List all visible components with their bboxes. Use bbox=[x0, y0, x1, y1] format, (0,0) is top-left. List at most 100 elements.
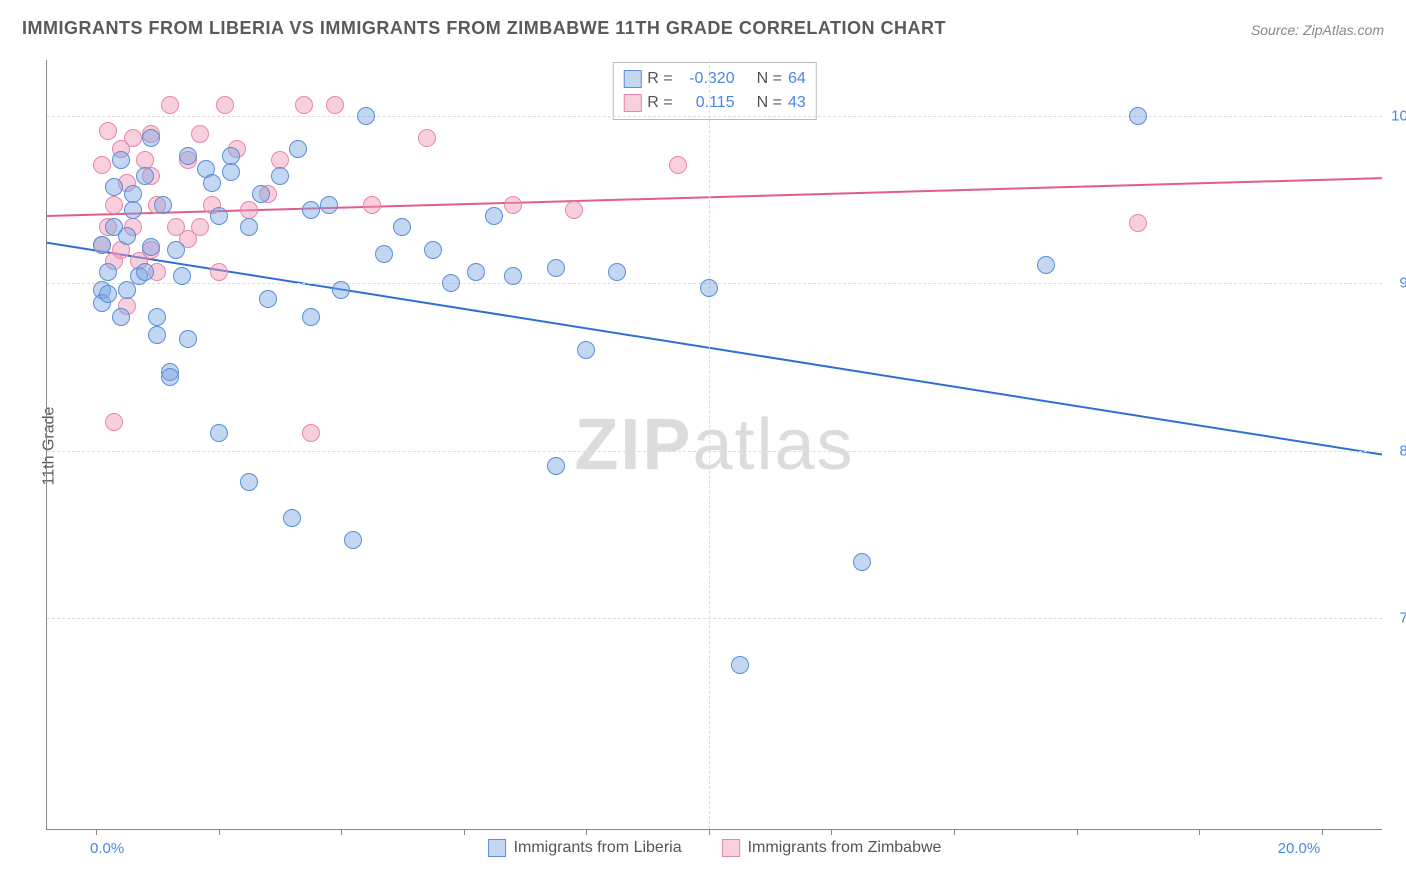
scatter-point bbox=[375, 245, 393, 263]
scatter-point bbox=[344, 531, 362, 549]
legend-swatch bbox=[623, 94, 641, 112]
scatter-point bbox=[504, 196, 522, 214]
legend-n-value: 64 bbox=[788, 67, 806, 91]
x-tick bbox=[1077, 829, 1078, 835]
x-tick bbox=[341, 829, 342, 835]
scatter-point bbox=[565, 201, 583, 219]
scatter-point bbox=[99, 285, 117, 303]
gridline-vertical bbox=[709, 60, 710, 829]
x-tick bbox=[96, 829, 97, 835]
scatter-point bbox=[393, 218, 411, 236]
scatter-point bbox=[179, 330, 197, 348]
source-attribution: Source: ZipAtlas.com bbox=[1251, 22, 1384, 38]
x-tick bbox=[219, 829, 220, 835]
plot-area: ZIPatlas R =-0.320N =64R =0.115N =43 Imm… bbox=[46, 60, 1382, 830]
x-tick bbox=[586, 829, 587, 835]
scatter-point bbox=[547, 457, 565, 475]
scatter-point bbox=[240, 218, 258, 236]
legend-item: Immigrants from Zimbabwe bbox=[722, 839, 942, 857]
correlation-legend: R = -0.320 N =64R =0.115N =43 bbox=[612, 62, 816, 120]
legend-item: Immigrants from Liberia bbox=[488, 839, 682, 857]
scatter-point bbox=[105, 196, 123, 214]
trend-line bbox=[47, 243, 1382, 455]
scatter-point bbox=[210, 424, 228, 442]
legend-row: R =-0.320N =64 bbox=[623, 67, 805, 91]
scatter-point bbox=[485, 207, 503, 225]
scatter-point bbox=[700, 279, 718, 297]
scatter-point bbox=[161, 96, 179, 114]
scatter-point bbox=[302, 201, 320, 219]
scatter-point bbox=[136, 263, 154, 281]
x-tick bbox=[464, 829, 465, 835]
gridline-horizontal bbox=[47, 618, 1382, 619]
legend-swatch bbox=[722, 839, 740, 857]
scatter-point bbox=[467, 263, 485, 281]
legend-n-label: N = bbox=[757, 91, 782, 115]
scatter-point bbox=[326, 96, 344, 114]
scatter-point bbox=[93, 156, 111, 174]
scatter-point bbox=[271, 167, 289, 185]
scatter-point bbox=[608, 263, 626, 281]
scatter-point bbox=[124, 185, 142, 203]
x-tick-label: 20.0% bbox=[1278, 840, 1321, 857]
legend-series-name: Immigrants from Zimbabwe bbox=[748, 839, 942, 857]
scatter-point bbox=[289, 140, 307, 158]
chart-title: IMMIGRANTS FROM LIBERIA VS IMMIGRANTS FR… bbox=[22, 18, 946, 39]
scatter-point bbox=[577, 341, 595, 359]
legend-series-name: Immigrants from Liberia bbox=[514, 839, 682, 857]
scatter-point bbox=[240, 201, 258, 219]
gridline-horizontal bbox=[47, 451, 1382, 452]
scatter-point bbox=[105, 178, 123, 196]
legend-row: R =0.115N =43 bbox=[623, 91, 805, 115]
scatter-point bbox=[161, 368, 179, 386]
scatter-point bbox=[853, 553, 871, 571]
scatter-point bbox=[112, 308, 130, 326]
watermark-light: atlas bbox=[692, 405, 854, 485]
scatter-point bbox=[547, 259, 565, 277]
scatter-point bbox=[1129, 214, 1147, 232]
y-tick-label: 100.0% bbox=[1391, 107, 1406, 124]
legend-swatch bbox=[488, 839, 506, 857]
scatter-point bbox=[210, 207, 228, 225]
scatter-point bbox=[124, 129, 142, 147]
scatter-point bbox=[1129, 107, 1147, 125]
scatter-point bbox=[418, 129, 436, 147]
scatter-point bbox=[669, 156, 687, 174]
legend-r-label: R = bbox=[647, 91, 672, 115]
scatter-point bbox=[173, 267, 191, 285]
scatter-point bbox=[203, 174, 221, 192]
scatter-point bbox=[222, 163, 240, 181]
scatter-point bbox=[148, 326, 166, 344]
scatter-point bbox=[442, 274, 460, 292]
scatter-point bbox=[283, 509, 301, 527]
scatter-point bbox=[99, 263, 117, 281]
scatter-point bbox=[167, 241, 185, 259]
scatter-point bbox=[142, 129, 160, 147]
x-tick bbox=[1322, 829, 1323, 835]
scatter-point bbox=[504, 267, 522, 285]
scatter-point bbox=[295, 96, 313, 114]
scatter-point bbox=[363, 196, 381, 214]
y-tick-label: 92.5% bbox=[1399, 275, 1406, 292]
scatter-point bbox=[191, 125, 209, 143]
scatter-point bbox=[222, 147, 240, 165]
watermark: ZIPatlas bbox=[574, 404, 854, 486]
scatter-point bbox=[259, 290, 277, 308]
scatter-point bbox=[240, 473, 258, 491]
y-tick-label: 85.0% bbox=[1399, 442, 1406, 459]
x-tick bbox=[831, 829, 832, 835]
scatter-point bbox=[154, 196, 172, 214]
series-legend: Immigrants from Liberia Immigrants from Z… bbox=[488, 839, 942, 857]
x-tick bbox=[709, 829, 710, 835]
x-tick bbox=[954, 829, 955, 835]
y-tick-label: 77.5% bbox=[1399, 609, 1406, 626]
x-tick bbox=[1199, 829, 1200, 835]
scatter-point bbox=[357, 107, 375, 125]
scatter-point bbox=[1037, 256, 1055, 274]
scatter-point bbox=[142, 238, 160, 256]
legend-r-value: -0.320 bbox=[679, 67, 735, 91]
scatter-point bbox=[99, 122, 117, 140]
scatter-point bbox=[112, 151, 130, 169]
scatter-point bbox=[93, 236, 111, 254]
legend-r-label: R = bbox=[647, 67, 672, 91]
